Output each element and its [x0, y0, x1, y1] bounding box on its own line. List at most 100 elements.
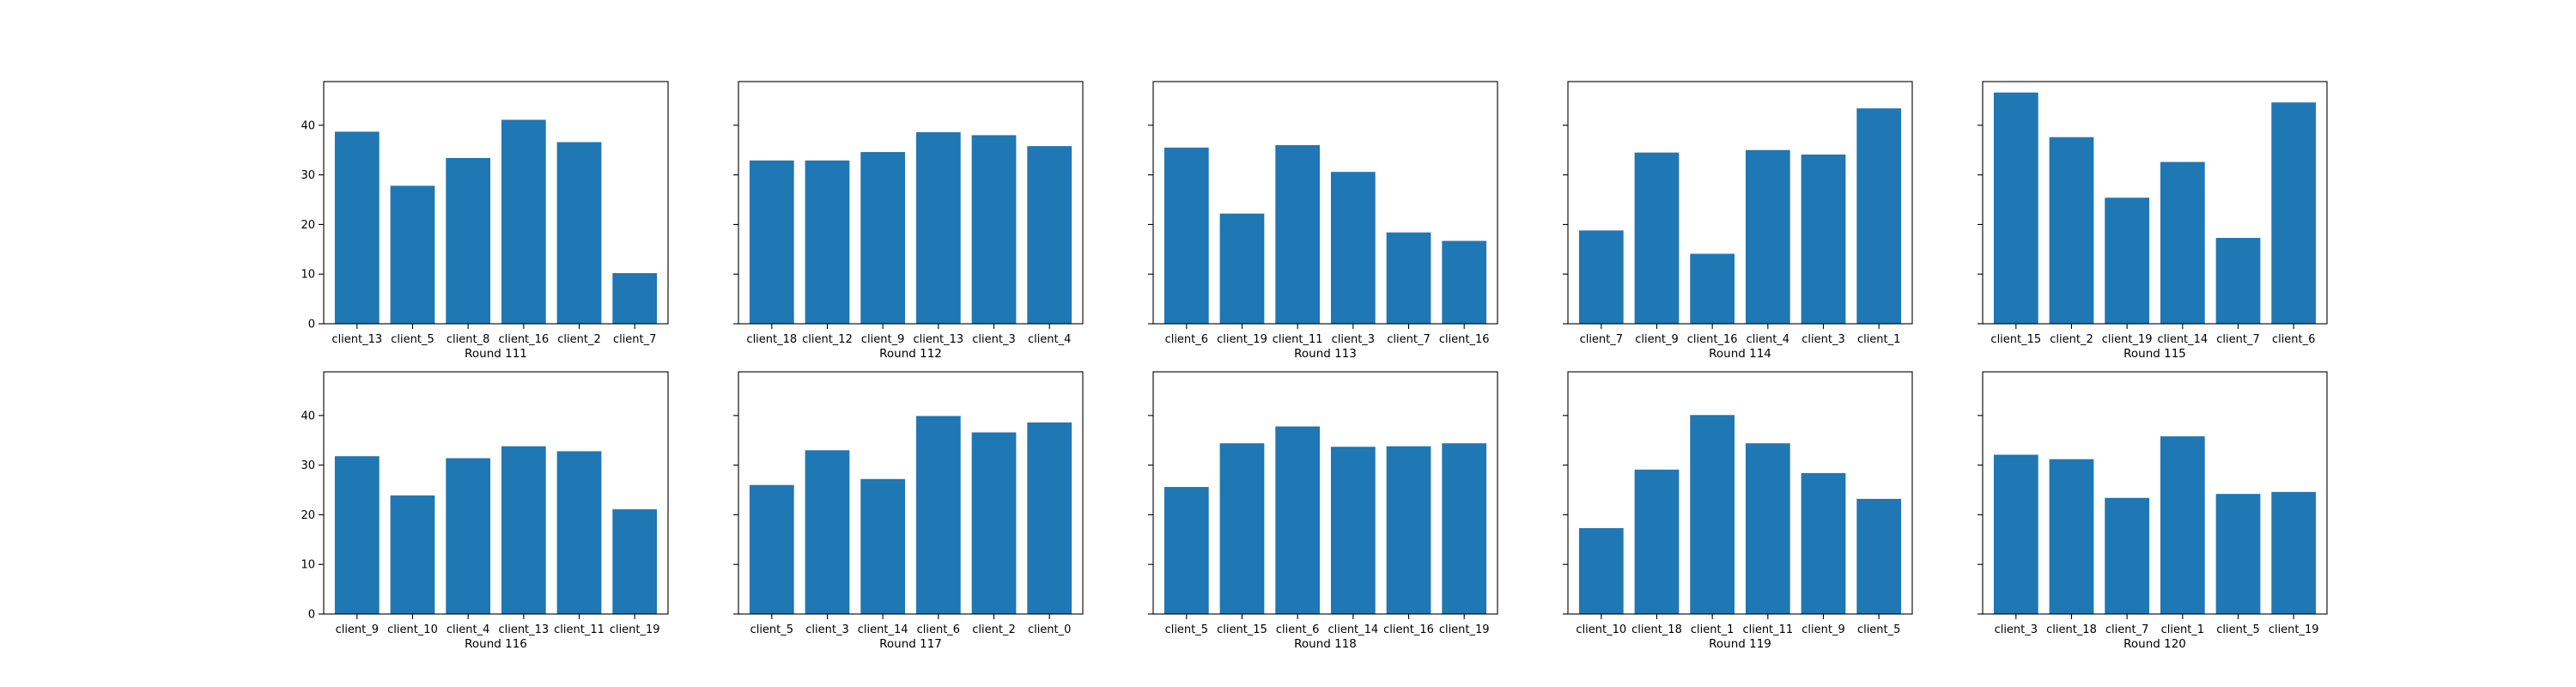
bar	[1163, 487, 1209, 614]
x-tick-label: client_4	[1747, 333, 1789, 346]
bar	[2049, 459, 2094, 614]
axes-frame	[1567, 81, 1913, 325]
bar	[749, 160, 794, 324]
chart-panel-7: client_5 client_3 client_14 client_6 client_…	[733, 371, 1084, 651]
x-tick-label: client_16	[1439, 333, 1490, 346]
bar	[556, 451, 602, 614]
x-tick-label: client_0	[1028, 623, 1071, 636]
y-tick-label: 20	[301, 509, 315, 522]
x-tick-label: client_13	[331, 333, 382, 346]
x-tick-label: client_5	[2216, 623, 2259, 636]
axes-frame	[738, 371, 1084, 615]
x-tick-label: client_6	[1165, 333, 1208, 346]
bar	[1442, 240, 1487, 324]
x-tick-label: client_7	[2216, 333, 2259, 346]
chart-panel-2: client_18 client_12 client_9 client_13 clien…	[733, 81, 1084, 361]
x-tick-label: client_13	[498, 623, 549, 636]
x-axis-label: Round 114	[1709, 347, 1771, 361]
axes-frame	[1152, 81, 1498, 325]
x-tick-label: client_8	[447, 333, 489, 346]
bar	[612, 273, 658, 324]
bar	[2049, 137, 2094, 324]
x-tick-label: client_10	[387, 623, 438, 636]
bar	[1856, 498, 1902, 614]
bar	[1745, 443, 1790, 614]
x-tick-label: client_4	[447, 623, 489, 636]
x-tick-label: client_9	[1801, 623, 1844, 636]
x-tick-label: client_9	[1635, 333, 1678, 346]
x-tick-label: client_2	[972, 623, 1015, 636]
x-tick-label: client_3	[805, 623, 848, 636]
bar	[1330, 447, 1376, 614]
y-tick-label: 10	[301, 559, 315, 572]
bar	[612, 509, 658, 614]
x-tick-label: client_19	[610, 623, 660, 636]
bar	[1578, 528, 1624, 614]
x-tick-label: client_13	[913, 333, 963, 346]
x-tick-label: client_4	[1028, 333, 1071, 346]
x-tick-label: client_3	[1332, 333, 1375, 346]
bar	[971, 135, 1017, 324]
bar	[501, 446, 546, 614]
x-axis-label: Round 115	[2123, 347, 2186, 361]
x-tick-label: client_3	[972, 333, 1015, 346]
x-tick-label: client_18	[746, 333, 797, 346]
x-tick-label: client_18	[2046, 623, 2097, 636]
bar	[971, 432, 1017, 614]
axes-frame	[1982, 371, 2328, 615]
bar	[1856, 108, 1902, 324]
chart-panel-1: client_13 client_5 client_8 client_16 client…	[301, 81, 669, 361]
x-tick-label: client_6	[1276, 623, 1319, 636]
chart-panel-9: client_10 client_18 client_1 client_11 clien…	[1563, 371, 1913, 651]
bar	[860, 152, 906, 324]
x-tick-label: client_14	[1327, 623, 1378, 636]
x-tick-label: client_9	[861, 333, 904, 346]
y-tick-label: 10	[301, 269, 315, 282]
x-tick-label: client_11	[1273, 333, 1323, 346]
y-tick-label: 20	[301, 219, 315, 232]
chart-panel-10: client_3 client_18 client_7 client_1 client_…	[1978, 371, 2328, 651]
bar	[2215, 238, 2261, 324]
bar	[1330, 172, 1376, 324]
bar	[1219, 443, 1265, 614]
bar	[2105, 497, 2150, 614]
bar	[805, 160, 850, 324]
x-axis-label: Round 113	[1294, 347, 1357, 361]
x-tick-label: client_19	[1217, 333, 1267, 346]
bar	[1442, 443, 1487, 614]
bar	[1690, 253, 1735, 324]
x-tick-label: client_14	[858, 623, 908, 636]
x-tick-label: client_11	[554, 623, 605, 636]
bar	[446, 458, 491, 614]
bar	[2271, 491, 2317, 614]
bar	[1690, 415, 1735, 614]
axes-frame	[323, 371, 669, 615]
x-tick-label: client_7	[1580, 333, 1623, 346]
x-axis-label: Round 111	[465, 347, 527, 361]
x-tick-label: client_2	[557, 333, 600, 346]
bar	[501, 119, 546, 324]
x-tick-label: client_11	[1742, 623, 1793, 636]
chart-panel-4: client_7 client_9 client_16 client_4 client_…	[1563, 81, 1913, 361]
y-tick-label: 0	[308, 609, 315, 622]
bar	[1386, 232, 1431, 324]
bar	[334, 131, 380, 324]
bar	[805, 450, 850, 614]
x-tick-label: client_12	[802, 333, 853, 346]
bar	[1027, 422, 1072, 614]
x-axis-label: Round 116	[465, 637, 527, 651]
y-tick-label: 40	[301, 410, 315, 423]
bar	[2215, 494, 2261, 614]
x-tick-label: client_3	[1801, 333, 1844, 346]
x-tick-label: client_16	[1687, 333, 1738, 346]
x-tick-label: client_7	[613, 333, 656, 346]
x-tick-label: client_19	[2102, 333, 2153, 346]
x-axis-label: Round 118	[1294, 637, 1357, 651]
axes-frame	[738, 81, 1084, 325]
x-tick-label: client_19	[2269, 623, 2319, 636]
x-tick-label: client_6	[2272, 333, 2315, 346]
bar	[1634, 469, 1680, 614]
bar	[334, 456, 380, 614]
axes-frame	[1567, 371, 1913, 615]
